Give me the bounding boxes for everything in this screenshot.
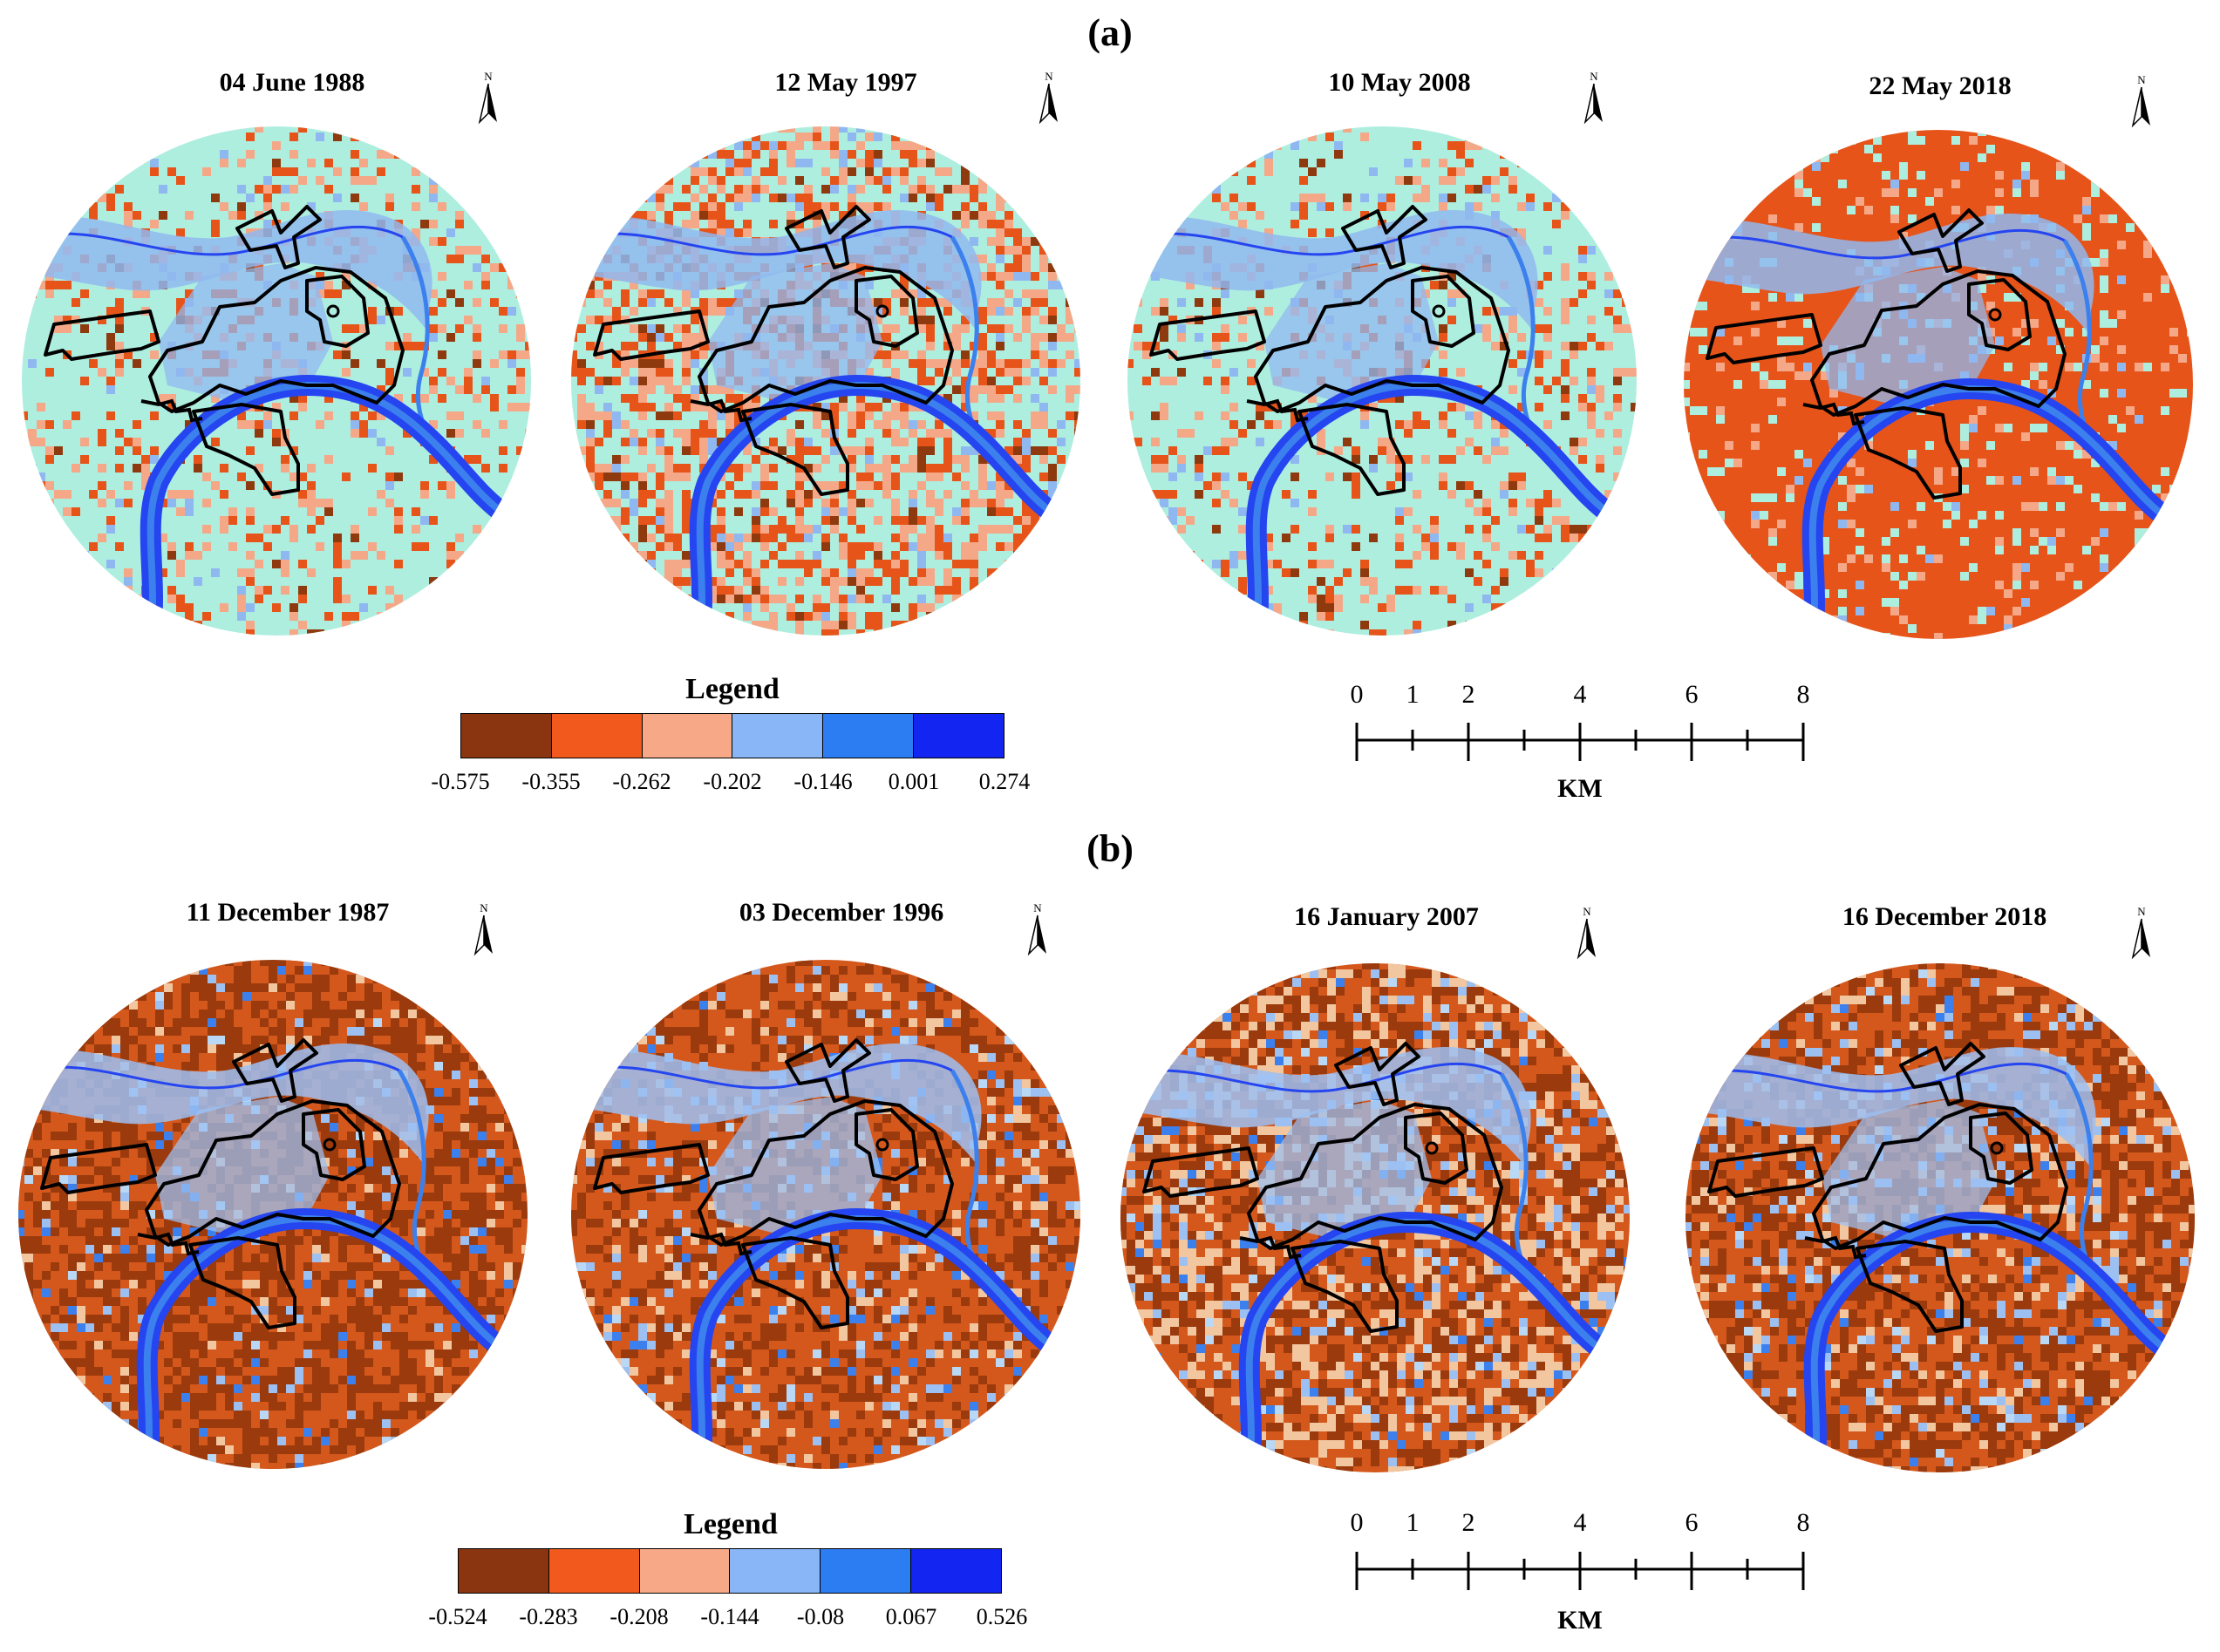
scale-tick: 0 [1350,680,1364,709]
legend-swatch [461,714,552,758]
legend-swatch [548,1549,640,1593]
svg-text:N: N [1045,70,1053,83]
north-arrow-icon: N [1027,901,1046,956]
legend-swatch [914,714,1004,758]
map-a3 [1127,126,1637,636]
svg-text:N: N [2137,73,2146,86]
svg-text:N: N [1590,70,1598,83]
svg-text:N: N [480,901,488,914]
legend-tick-label: -0.144 [700,1604,759,1629]
map-title-a2: 12 May 1997 [774,68,917,97]
legend-tick-label: 0.526 [976,1604,1028,1629]
legend-tick-label: 0.067 [885,1604,937,1629]
legend-tick-label: -0.283 [519,1604,578,1629]
legend-tick-label: -0.202 [703,769,762,794]
legend-swatch [823,714,915,758]
legend-swatch [821,1549,912,1593]
map-title-b2: 03 December 1996 [739,898,944,927]
map-title-a3: 10 May 2008 [1328,68,1471,97]
legend-tick-label: 0.274 [978,769,1031,794]
north-arrow-icon: N [478,70,497,125]
legend-title-b: Legend [684,1508,778,1540]
map-b2 [571,960,1080,1469]
legend-tick-label: -0.146 [793,769,853,794]
scale-tick: 2 [1461,680,1475,709]
map-title-b1: 11 December 1987 [186,898,390,927]
scale-tick: 4 [1573,1508,1587,1537]
scale-tick: 8 [1796,1508,1810,1537]
scale-tick: 0 [1350,1508,1364,1537]
legend-tick-label: -0.208 [609,1604,669,1629]
north-arrow-icon: N [2131,905,2150,960]
legend-title-a: Legend [685,673,780,705]
scale-bar-a [1355,723,1805,761]
scale-unit: KM [1557,1606,1603,1635]
legend-tick-label: -0.262 [612,769,671,794]
north-arrow-icon: N [1038,70,1058,125]
legend-tick-label: 0.001 [888,769,940,794]
legend-tick-label: -0.08 [796,1604,845,1629]
panel-b-label: (b) [1086,827,1134,870]
scale-tick: 6 [1685,680,1699,709]
map-a1 [22,126,531,636]
scale-tick: 1 [1406,680,1420,709]
panel-a-label: (a) [1087,11,1133,54]
legend-tick-label: -0.355 [521,769,581,794]
scale-tick: 2 [1461,1508,1475,1537]
north-arrow-icon: N [1583,70,1603,125]
scale-tick: 8 [1796,680,1810,709]
map-a2 [571,126,1080,636]
scale-tick: 1 [1406,1508,1420,1537]
legend-swatch [732,714,824,758]
scale-tick: 4 [1573,680,1587,709]
map-b1 [18,960,528,1469]
svg-text:N: N [1033,901,1042,914]
legend-bar-b [458,1548,1002,1594]
map-b4 [1685,963,2195,1472]
legend-swatch [459,1549,549,1593]
legend-tick-label: -0.575 [431,769,490,794]
map-title-b3: 16 January 2007 [1294,902,1479,931]
svg-text:N: N [1583,905,1591,918]
map-title-b4: 16 December 2018 [1842,902,2047,931]
legend-bar-a [460,713,1004,758]
scale-unit: KM [1557,774,1603,803]
legend-swatch [911,1549,1001,1593]
north-arrow-icon: N [1576,905,1596,960]
scale-bar-b [1355,1552,1805,1590]
legend-swatch [639,1549,731,1593]
north-arrow-icon: N [473,901,493,956]
legend-ticks-b: -0.524 -0.283 -0.208 -0.144 -0.08 0.067 0.526 [428,1604,1027,1639]
legend-swatch [730,1549,821,1593]
map-title-a1: 04 June 1988 [219,68,365,97]
legend-ticks-a: -0.575 -0.355 -0.262 -0.202 -0.146 0.001 0.274 [431,769,1030,804]
svg-text:N: N [2137,905,2146,918]
map-b3 [1120,963,1630,1472]
svg-text:N: N [484,70,493,83]
north-arrow-icon: N [2131,73,2150,128]
legend-tick-label: -0.524 [428,1604,487,1629]
map-title-a4: 22 May 2018 [1869,71,2012,100]
scale-tick: 6 [1685,1508,1699,1537]
legend-swatch [642,714,733,758]
map-a4 [1684,130,2193,639]
legend-swatch [551,714,643,758]
